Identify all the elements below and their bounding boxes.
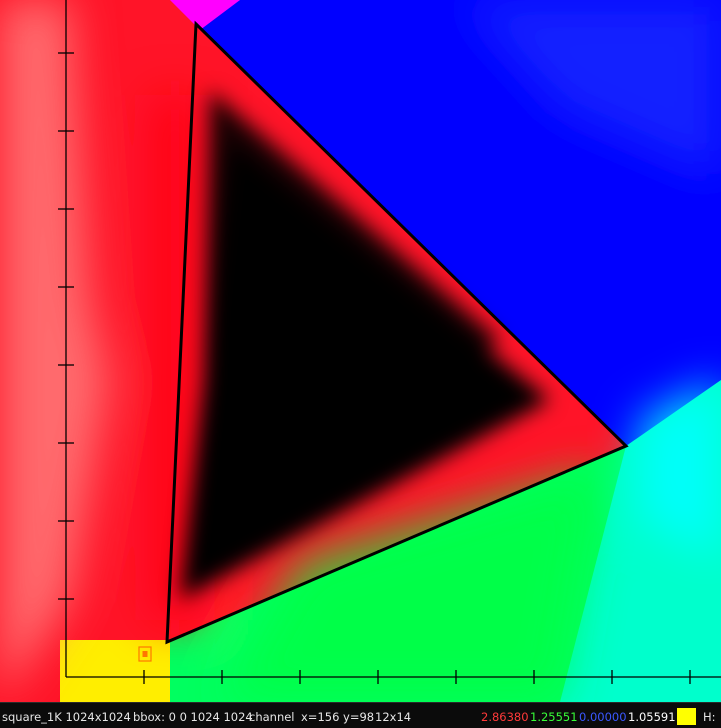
axes [58,0,721,684]
alpha-value: 1.05591 [628,710,676,724]
extra-label: H: [703,710,716,724]
pixel-marker[interactable] [138,646,152,662]
color-swatch [677,708,696,725]
gamut-triangle [165,20,629,645]
image-name: square_1K [2,710,62,724]
image-resolution: 1024x1024 [65,710,131,724]
color-blend [0,0,721,702]
blue-value: 0.00000 [579,710,627,724]
red-value: 2.86380 [481,710,529,724]
cursor-coordinates: x=156 y=98 [301,710,375,724]
triangle-interior [180,90,550,600]
channel-label: channel [249,710,295,724]
status-bar: square_1K 1024x1024 bbox: 0 0 1024 1024 … [0,702,721,728]
image-viewport[interactable] [0,0,721,702]
sample-size: 12x14 [375,710,412,724]
gamut-image[interactable] [0,0,721,702]
image-info: square_1K 1024x1024 [2,710,131,724]
green-value: 1.25551 [530,710,578,724]
bbox-readout: bbox: 0 0 1024 1024 [133,710,253,724]
